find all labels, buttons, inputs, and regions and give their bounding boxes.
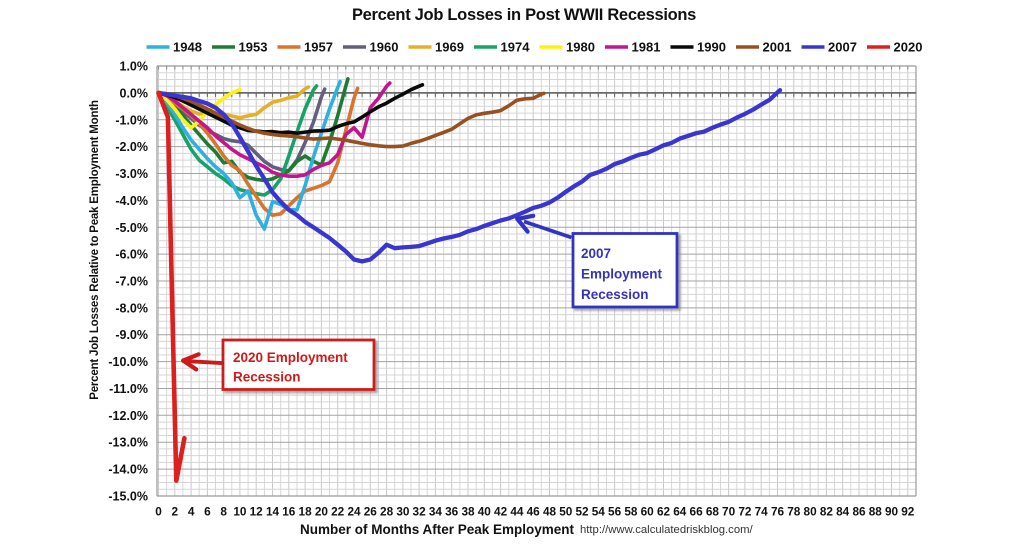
svg-text:-5.0%: -5.0% [115,221,148,235]
svg-text:1960: 1960 [370,40,399,55]
svg-text:12: 12 [250,505,264,519]
svg-text:2020 Employment: 2020 Employment [233,350,348,365]
svg-text:1974: 1974 [501,40,531,55]
svg-text:-12.0%: -12.0% [108,409,148,423]
svg-text:10: 10 [233,505,247,519]
svg-text:1957: 1957 [304,40,333,55]
svg-text:Recession: Recession [581,287,649,302]
svg-text:28: 28 [380,505,394,519]
svg-text:2020: 2020 [894,40,923,55]
svg-text:14: 14 [266,505,280,519]
svg-text:48: 48 [543,505,557,519]
svg-text:58: 58 [624,505,638,519]
svg-text:-9.0%: -9.0% [115,328,148,342]
svg-text:6: 6 [204,505,211,519]
svg-text:-15.0%: -15.0% [108,490,148,504]
svg-text:Percent Job Losses Relative to: Percent Job Losses Relative to Peak Empl… [89,100,101,400]
svg-text:-1.0%: -1.0% [115,113,148,127]
svg-text:16: 16 [282,505,296,519]
svg-text:62: 62 [657,505,671,519]
svg-text:-14.0%: -14.0% [108,463,148,477]
svg-text:Percent Job Losses in Post WWI: Percent Job Losses in Post WWII Recessio… [352,6,696,24]
svg-text:44: 44 [510,505,524,519]
svg-text:18: 18 [299,505,313,519]
svg-text:-6.0%: -6.0% [115,248,148,262]
svg-text:86: 86 [852,505,866,519]
svg-text:-8.0%: -8.0% [115,301,148,315]
svg-text:1969: 1969 [435,40,464,55]
svg-text:74: 74 [755,505,769,519]
svg-text:42: 42 [494,505,508,519]
svg-text:38: 38 [461,505,475,519]
svg-text:2: 2 [172,505,179,519]
svg-text:64: 64 [673,505,687,519]
svg-text:Employment: Employment [581,267,663,282]
svg-text:-10.0%: -10.0% [108,355,148,369]
svg-text:-2.0%: -2.0% [115,140,148,154]
svg-text:90: 90 [885,505,899,519]
svg-text:1981: 1981 [632,40,661,55]
svg-text:84: 84 [836,505,850,519]
svg-text:72: 72 [738,505,752,519]
svg-text:0.0%: 0.0% [120,86,149,100]
svg-text:46: 46 [527,505,541,519]
svg-text:24: 24 [347,505,361,519]
svg-text:54: 54 [592,505,606,519]
svg-text:36: 36 [445,505,459,519]
svg-text:68: 68 [706,505,720,519]
svg-text:52: 52 [575,505,589,519]
svg-text:40: 40 [478,505,492,519]
svg-text:50: 50 [559,505,573,519]
svg-text:78: 78 [787,505,801,519]
svg-text:-3.0%: -3.0% [115,167,148,181]
svg-text:1953: 1953 [239,40,268,55]
svg-text:4: 4 [188,505,195,519]
svg-text:66: 66 [690,505,704,519]
svg-text:2001: 2001 [763,40,792,55]
svg-text:Number of Months After Peak Em: Number of Months After Peak Employment [300,522,575,537]
svg-text:30: 30 [396,505,410,519]
svg-text:2007: 2007 [828,40,857,55]
svg-text:80: 80 [804,505,818,519]
svg-text:0: 0 [155,505,162,519]
svg-text:32: 32 [413,505,427,519]
svg-text:26: 26 [364,505,378,519]
svg-text:-11.0%: -11.0% [109,382,148,396]
svg-text:1980: 1980 [566,40,595,55]
svg-text:8: 8 [220,505,227,519]
svg-text:34: 34 [429,505,443,519]
svg-text:88: 88 [869,505,883,519]
svg-text:22: 22 [331,505,345,519]
svg-text:Recession: Recession [233,370,301,385]
svg-text:1990: 1990 [697,40,726,55]
svg-text:70: 70 [722,505,736,519]
svg-text:-4.0%: -4.0% [115,194,148,208]
svg-text:1.0%: 1.0% [120,60,149,74]
svg-text:http://www.calculatedriskblog.: http://www.calculatedriskblog.com/ [580,524,754,536]
svg-text:76: 76 [771,505,785,519]
svg-text:20: 20 [315,505,329,519]
svg-text:56: 56 [608,505,622,519]
svg-text:82: 82 [820,505,834,519]
svg-text:-7.0%: -7.0% [115,275,148,289]
svg-text:2007: 2007 [581,246,611,261]
svg-text:1948: 1948 [173,40,202,55]
svg-text:60: 60 [641,505,655,519]
svg-text:-13.0%: -13.0% [108,436,148,450]
svg-text:92: 92 [901,505,915,519]
